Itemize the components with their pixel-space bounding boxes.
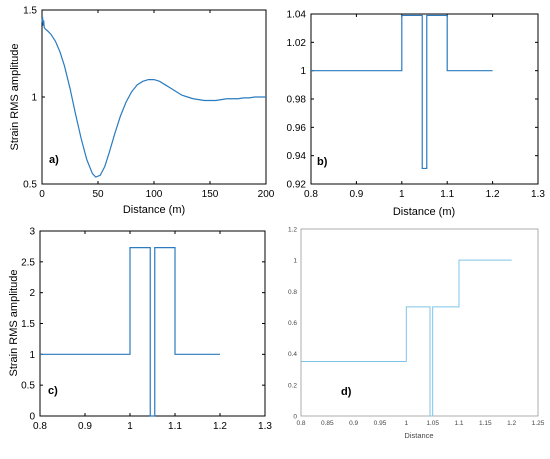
y-tick-label-c: 3 [29, 227, 35, 238]
x-tick-label-a: 150 [202, 189, 219, 200]
x-tick-label-c: 0.8 [33, 421, 47, 432]
y-tick-label-a: 0.5 [23, 180, 37, 191]
y-tick-label-d: 0 [293, 414, 297, 421]
x-axis-label-a: Distance (m) [123, 204, 185, 216]
y-tick-label-c: 0.5 [21, 381, 35, 392]
y-tick-label-b: 0.94 [287, 151, 307, 162]
y-tick-label-d: 0.6 [288, 320, 297, 327]
x-tick-label-c: 1.3 [258, 421, 272, 432]
x-tick-label-d: 1.25 [532, 420, 545, 427]
y-tick-label-b: 0.96 [287, 123, 307, 134]
y-tick-label-b: 1.02 [287, 38, 307, 49]
y-tick-label-d: 1.2 [288, 227, 297, 234]
axis-ticks-a: 0 50 100 150 200 0.5 1 1.5 [23, 6, 275, 201]
x-tick-label-a: 200 [258, 189, 275, 200]
axis-ticks-d: 0.8 0.85 0.9 0.95 1 1.05 1.1 1.15 1.2 1.25 0 0.2 0.4… [288, 227, 545, 428]
x-tick-label-d: 1.05 [426, 420, 439, 427]
panel-d: 0.8 0.85 0.9 0.95 1 1.05 1.1 1.15 1.2 1.25 0 0.2 0.4… [288, 227, 545, 441]
panel-label-d: d) [341, 386, 352, 398]
x-tick-label-b: 1.1 [440, 189, 454, 200]
x-tick-label-a: 100 [146, 189, 163, 200]
y-tick-label-c: 1.5 [21, 319, 35, 330]
y-tick-label-c: 0 [29, 412, 35, 423]
panel-b: 0.8 0.9 1 1.1 1.2 1.3 0.92 0.94 0.96 0.98 1 1.02 1.0… [287, 10, 546, 219]
series-line-d [301, 259, 512, 417]
series-line-c [40, 247, 220, 417]
axis-ticks-c: 0.8 0.9 1 1.1 1.2 1.3 0 0.5 1 1.5 2 2.5 3 [21, 227, 272, 433]
y-tick-label-b: 1 [300, 66, 306, 77]
x-tick-label-b: 1.3 [531, 189, 545, 200]
x-axis-label-b: Distance (m) [393, 206, 455, 218]
y-axis-label-c: Strain RMS amplitude [8, 270, 20, 377]
y-tick-label-a: 1 [31, 93, 37, 104]
x-tick-label-b: 0.9 [349, 189, 363, 200]
series-line-a [41, 16, 266, 178]
plot-frame-a [41, 9, 267, 185]
x-tick-label-d: 1 [405, 420, 409, 427]
y-tick-label-c: 2 [29, 288, 35, 299]
panel-c: 0.8 0.9 1 1.1 1.2 1.3 0 0.5 1 1.5 2 2.5 3 c) Strain … [8, 227, 272, 433]
x-tick-label-c: 0.9 [78, 421, 92, 432]
x-tick-label-b: 1.2 [486, 189, 500, 200]
x-tick-label-c: 1.2 [213, 421, 227, 432]
plot-frame-c [39, 230, 266, 417]
x-tick-label-d: 1.2 [507, 420, 516, 427]
y-tick-label-c: 2.5 [21, 257, 35, 268]
x-tick-label-d: 0.95 [374, 420, 387, 427]
series-line-b [311, 14, 493, 170]
x-axis-label-d: Distance [404, 431, 433, 440]
panel-label-a: a) [49, 154, 59, 166]
y-tick-label-b: 0.98 [287, 95, 307, 106]
y-tick-label-b: 1.04 [287, 10, 307, 21]
x-tick-label-b: 0.8 [304, 189, 318, 200]
y-tick-label-a: 1.5 [23, 6, 37, 17]
y-tick-label-d: 0.4 [288, 351, 297, 358]
y-tick-label-d: 0.8 [288, 289, 297, 296]
plot-frame-d [300, 228, 539, 417]
x-tick-label-c: 1 [127, 421, 133, 432]
y-tick-label-c: 1 [29, 350, 35, 361]
panel-label-c: c) [48, 385, 58, 397]
plot-frame-b [310, 13, 539, 185]
x-tick-label-a: 0 [39, 189, 45, 200]
x-tick-label-a: 50 [92, 189, 104, 200]
x-tick-label-d: 0.85 [321, 420, 334, 427]
panel-label-b: b) [317, 156, 328, 168]
x-tick-label-d: 1.1 [454, 420, 463, 427]
y-axis-label-a: Strain RMS amplitude [9, 44, 21, 151]
x-tick-label-d: 1.15 [479, 420, 492, 427]
y-tick-label-d: 0.2 [288, 382, 297, 389]
x-tick-label-d: 0.9 [349, 420, 358, 427]
axis-ticks-b: 0.8 0.9 1 1.1 1.2 1.3 0.92 0.94 0.96 0.98 1 1.02 1.0… [287, 10, 546, 201]
x-tick-label-d: 0.8 [296, 420, 305, 427]
x-tick-label-c: 1.1 [168, 421, 182, 432]
x-tick-label-b: 1 [399, 189, 405, 200]
y-tick-label-d: 1 [293, 258, 297, 265]
panel-a: 0 50 100 150 200 0.5 1 1.5 a) Distance (m) Stra… [9, 6, 275, 217]
y-tick-label-b: 0.92 [287, 180, 307, 191]
